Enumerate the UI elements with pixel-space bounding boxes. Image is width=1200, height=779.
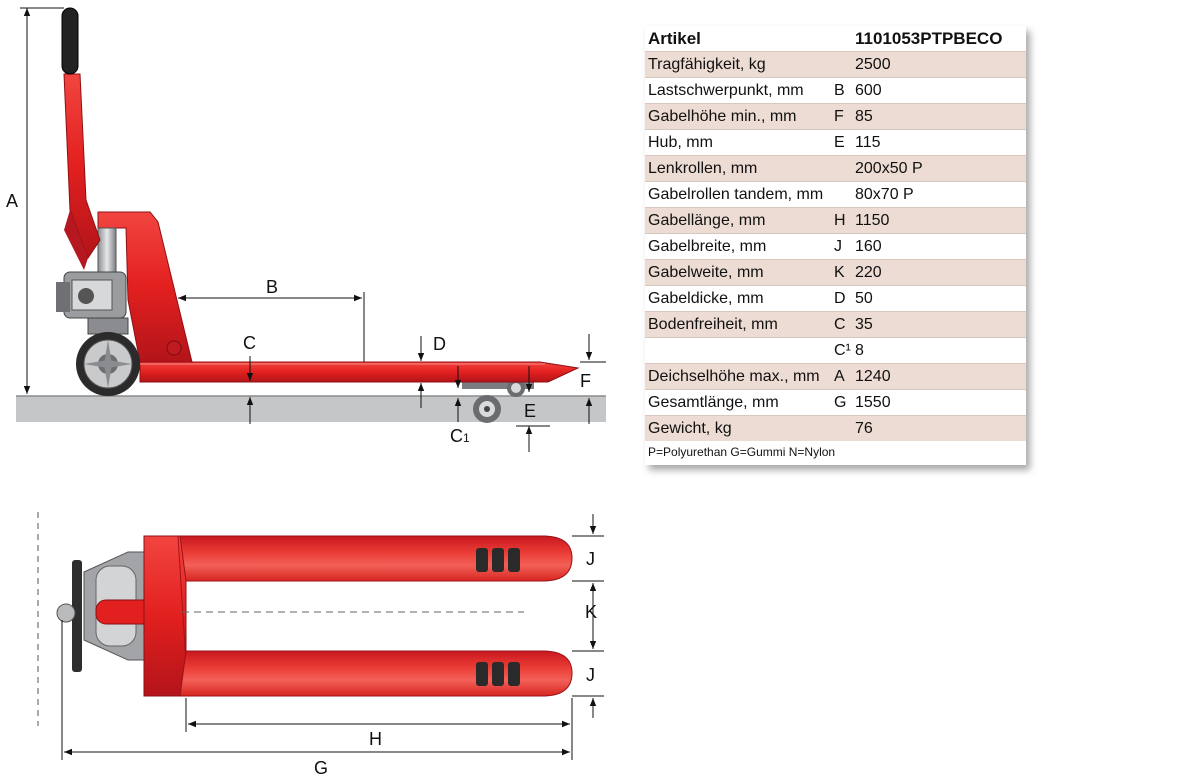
spec-code: K	[832, 259, 852, 286]
spec-value: 1150	[852, 207, 1026, 234]
top-fork-lower	[179, 650, 573, 697]
hydraulic-pump	[56, 227, 127, 319]
spec-row: C¹ 8	[645, 337, 1026, 364]
spec-value: 160	[852, 233, 1026, 260]
fork-roller-tandem	[462, 379, 534, 423]
spec-code: H	[832, 207, 852, 234]
spec-code: C	[832, 311, 852, 338]
label-E: E	[524, 401, 536, 421]
label-H: H	[369, 729, 382, 749]
spec-code: C¹	[832, 337, 852, 364]
spec-row: Gabelhöhe min., mm F 85	[645, 103, 1026, 130]
spec-label: Deichselhöhe max., mm	[645, 363, 832, 390]
spec-label: Gabelbreite, mm	[645, 233, 832, 260]
label-J-upper: J	[586, 549, 595, 569]
spec-code: B	[832, 77, 852, 104]
label-B: B	[266, 277, 278, 297]
label-G: G	[314, 758, 328, 778]
spec-row: Gabellänge, mm H 1150	[645, 207, 1026, 234]
spec-value: 2500	[852, 51, 1026, 78]
spec-row: Lastschwerpunkt, mm B 600	[645, 77, 1026, 104]
spec-row: Gabeldicke, mm D 50	[645, 285, 1026, 312]
spec-value: 220	[852, 259, 1026, 286]
side-view: A B C D C 1 E F	[6, 7, 606, 452]
spec-label: Gabeldicke, mm	[645, 285, 832, 312]
top-view: J K J H G	[37, 512, 604, 778]
spec-row: Hub, mm E 115	[645, 129, 1026, 156]
spec-header-row: Artikel 1101053PTPBECO	[645, 26, 1026, 52]
handle	[61, 7, 101, 270]
spec-code	[832, 181, 852, 208]
spec-code: F	[832, 103, 852, 130]
spec-label: Hub, mm	[645, 129, 832, 156]
spec-row: Deichselhöhe max., mm A 1240	[645, 363, 1026, 390]
spec-table: Artikel 1101053PTPBECO Tragfähigkeit, kg…	[645, 26, 1026, 465]
spec-code: G	[832, 389, 852, 416]
spec-label: Gesamtlänge, mm	[645, 389, 832, 416]
spec-value: 85	[852, 103, 1026, 130]
spec-value: 50	[852, 285, 1026, 312]
spec-label: Bodenfreiheit, mm	[645, 311, 832, 338]
steering-wheel	[76, 317, 140, 396]
spec-row: Tragfähigkeit, kg 2500	[645, 51, 1026, 78]
label-J-lower: J	[586, 665, 595, 685]
spec-value: 35	[852, 311, 1026, 338]
spec-label: Gewicht, kg	[645, 415, 832, 441]
spec-code: E	[832, 129, 852, 156]
spec-code	[832, 51, 852, 78]
spec-value: 200x50 P	[852, 155, 1026, 182]
label-F: F	[580, 371, 591, 391]
spec-code: A	[832, 363, 852, 390]
spec-label: Gabelhöhe min., mm	[645, 103, 832, 130]
spec-row: Lenkrollen, mm 200x50 P	[645, 155, 1026, 182]
side-fork	[139, 361, 580, 383]
label-A: A	[6, 191, 18, 211]
spec-code	[832, 415, 852, 441]
label-C: C	[243, 333, 256, 353]
spec-value: 80x70 P	[852, 181, 1026, 208]
spec-value: 1550	[852, 389, 1026, 416]
spec-row: Bodenfreiheit, mm C 35	[645, 311, 1026, 338]
label-C1-sub: 1	[463, 431, 470, 445]
spec-label: Lenkrollen, mm	[645, 155, 832, 182]
spec-code: J	[832, 233, 852, 260]
spec-header-label: Artikel	[645, 26, 832, 52]
spec-row: Gabelrollen tandem, mm 80x70 P	[645, 181, 1026, 208]
spec-value: 600	[852, 77, 1026, 104]
top-fork-rollers-lower	[476, 662, 520, 686]
label-K: K	[585, 602, 597, 622]
spec-footnote: P=Polyurethan G=Gummi N=Nylon	[645, 441, 1026, 465]
spec-row: Gewicht, kg 76	[645, 415, 1026, 441]
ground	[16, 396, 606, 422]
spec-label	[645, 337, 832, 364]
spec-label: Lastschwerpunkt, mm	[645, 77, 832, 104]
spec-row: Gabelweite, mm K 220	[645, 259, 1026, 286]
spec-code	[832, 155, 852, 182]
top-fork-upper	[179, 535, 573, 582]
spec-row: Gabelbreite, mm J 160	[645, 233, 1026, 260]
spec-value: 76	[852, 415, 1026, 441]
spec-header-value: 1101053PTPBECO	[852, 26, 1026, 52]
spec-value: 8	[852, 337, 1026, 364]
spec-value: 115	[852, 129, 1026, 156]
spec-code: D	[832, 285, 852, 312]
top-fork-rollers-upper	[476, 548, 520, 572]
spec-row: Gesamtlänge, mm G 1550	[645, 389, 1026, 416]
spec-label: Gabelweite, mm	[645, 259, 832, 286]
label-C1: C	[450, 426, 463, 446]
spec-value: 1240	[852, 363, 1026, 390]
label-D: D	[433, 334, 446, 354]
spec-label: Tragfähigkeit, kg	[645, 51, 832, 78]
spec-label: Gabelrollen tandem, mm	[645, 181, 832, 208]
spec-label: Gabellänge, mm	[645, 207, 832, 234]
